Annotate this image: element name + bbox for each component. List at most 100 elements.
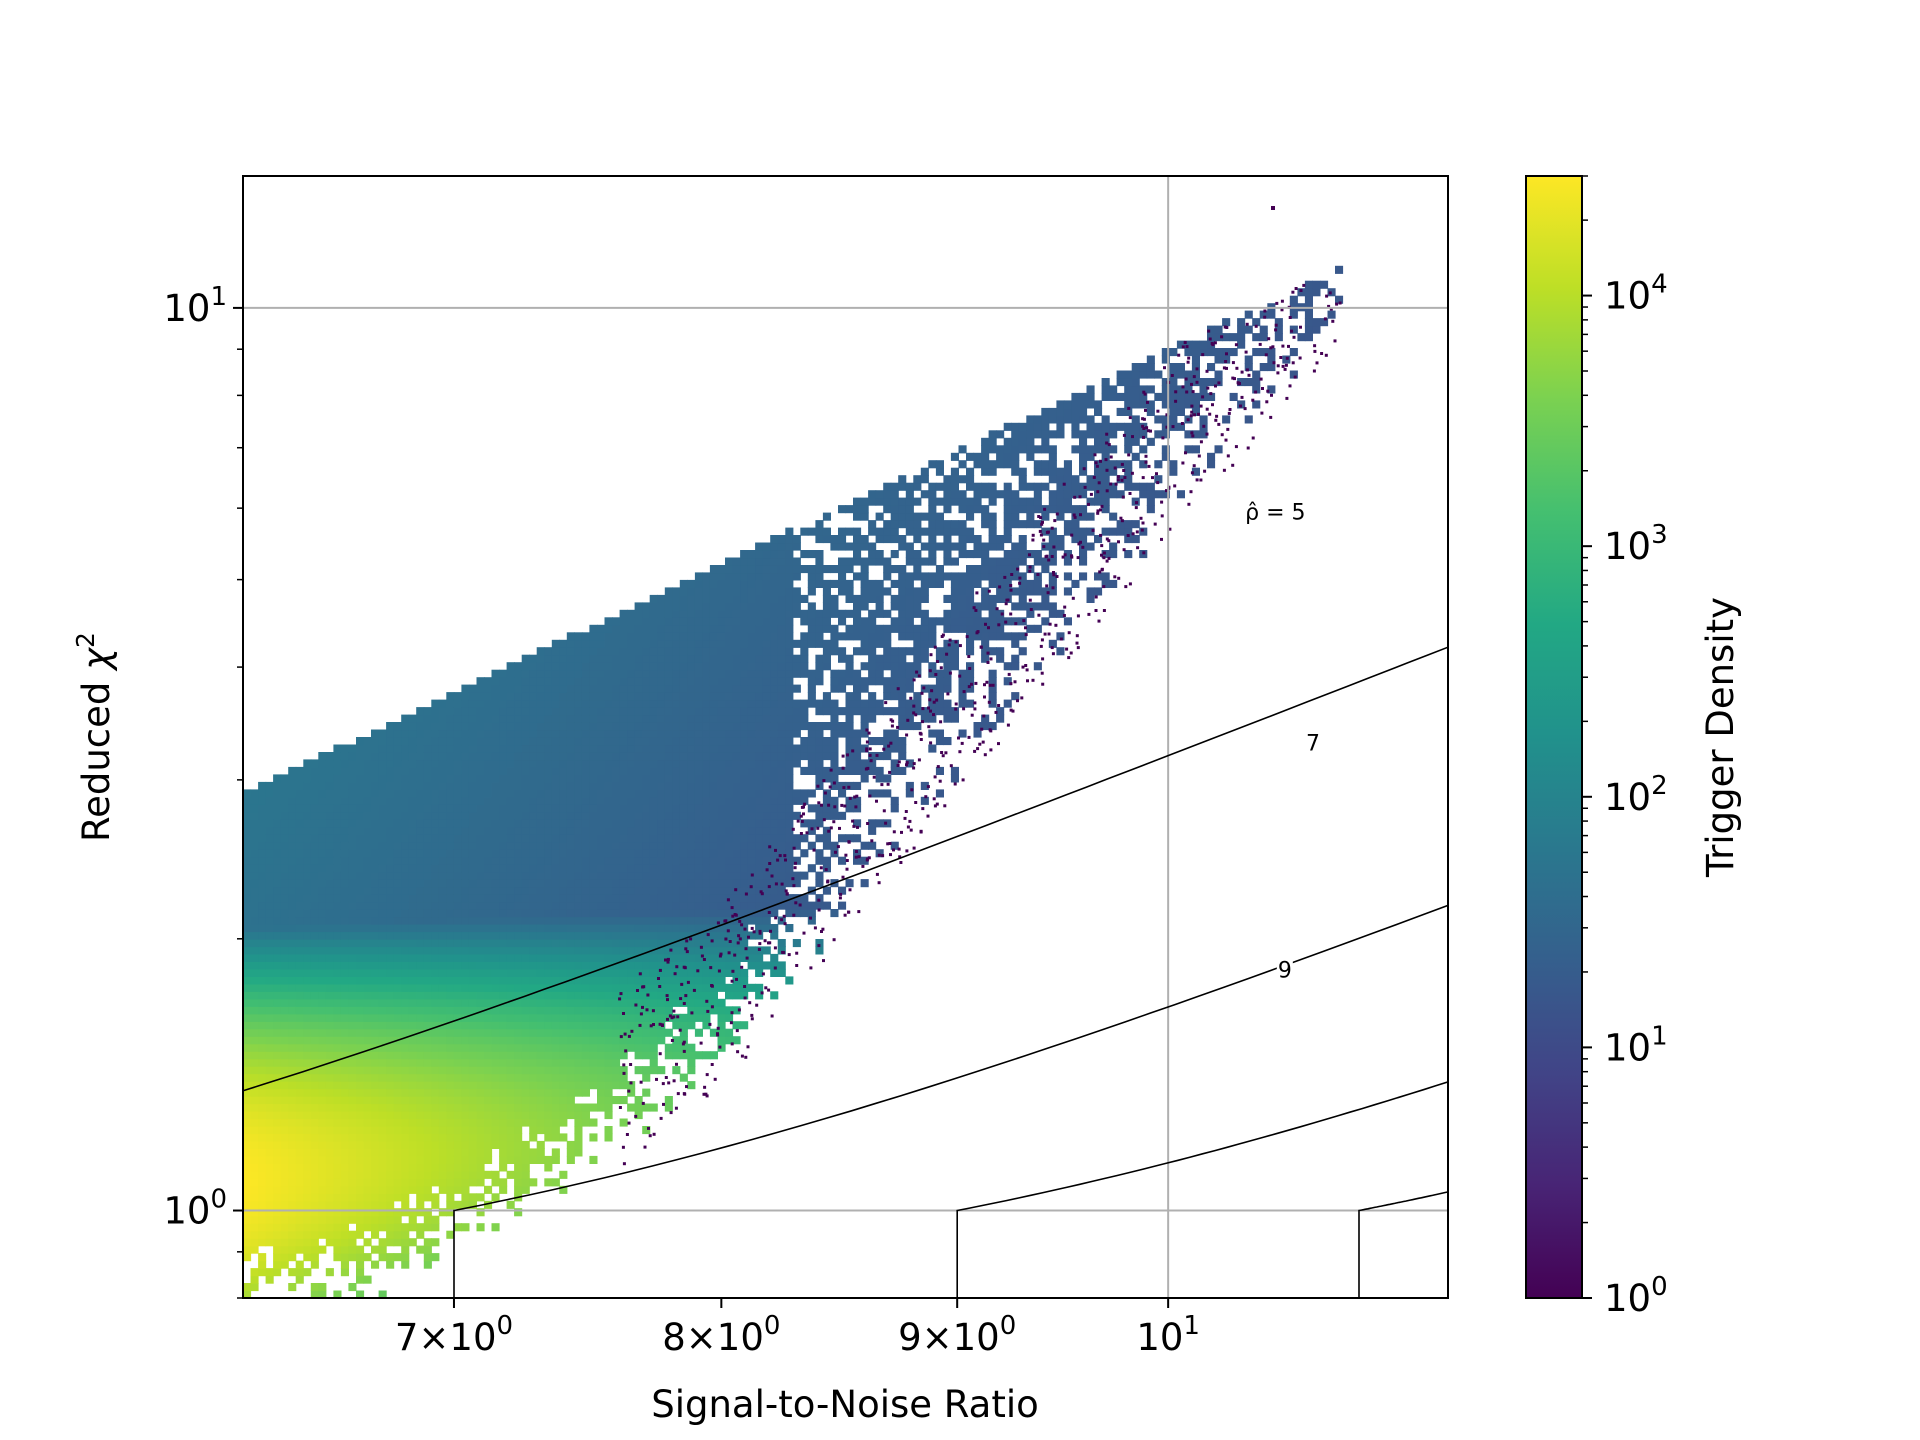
density-cell <box>468 1096 477 1105</box>
density-cell <box>431 991 440 1000</box>
density-cell <box>604 991 613 1000</box>
density-cell <box>363 1170 372 1179</box>
density-cell <box>356 879 365 888</box>
density-cell <box>499 1126 508 1135</box>
density-cell <box>649 1013 658 1022</box>
density-cell <box>356 953 365 962</box>
density-cell <box>514 714 523 723</box>
density-cell <box>250 1066 259 1075</box>
density-cell <box>747 737 756 746</box>
density-cell <box>476 1170 485 1179</box>
density-cell <box>423 894 432 903</box>
density-cell <box>340 1178 349 1187</box>
density-cell <box>702 856 711 865</box>
density-cell <box>386 1155 395 1164</box>
density-cell <box>709 632 718 641</box>
density-cell <box>506 1140 515 1149</box>
density-cell <box>461 1058 470 1067</box>
density-cell <box>514 1170 523 1179</box>
density-cell <box>393 924 402 933</box>
density-cell <box>589 639 598 648</box>
density-cell <box>725 557 734 566</box>
density-cell <box>453 901 462 910</box>
density-cell <box>476 841 485 850</box>
density-cell <box>288 1103 297 1112</box>
density-cell <box>762 894 771 903</box>
density-cell <box>664 841 673 850</box>
density-cell <box>785 669 794 678</box>
density-cell <box>529 699 538 708</box>
density-cell <box>273 886 282 895</box>
density-cell <box>589 624 598 633</box>
density-cell <box>822 737 831 746</box>
density-cell <box>762 737 771 746</box>
density-cell <box>423 1253 432 1262</box>
density-cell <box>333 1096 342 1105</box>
density-cell <box>581 819 590 828</box>
density-cell <box>627 677 636 686</box>
density-cell <box>476 894 485 903</box>
density-cell <box>551 669 560 678</box>
density-cell <box>514 796 523 805</box>
density-cell <box>725 662 734 671</box>
density-cell <box>687 1021 696 1030</box>
density-cell <box>295 886 304 895</box>
density-cell <box>378 1155 387 1164</box>
density-cell <box>694 916 703 925</box>
density-cell <box>679 781 688 790</box>
density-cell <box>619 864 628 873</box>
density-cell <box>273 841 282 850</box>
density-cell <box>280 1200 289 1209</box>
density-cell <box>815 565 824 574</box>
density-cell <box>325 1268 334 1277</box>
density-cell <box>356 1155 365 1164</box>
density-cell <box>566 953 575 962</box>
density-cell <box>468 961 477 970</box>
density-cell <box>288 841 297 850</box>
density-cell <box>258 1111 267 1120</box>
density-cell <box>303 781 312 790</box>
density-cell <box>529 759 538 768</box>
density-cell <box>815 871 824 880</box>
density-cell <box>468 826 477 835</box>
density-cell <box>566 1058 575 1067</box>
density-cell <box>581 796 590 805</box>
density-cell <box>468 991 477 1000</box>
density-cell <box>423 864 432 873</box>
density-cell <box>340 819 349 828</box>
density-cell <box>295 1200 304 1209</box>
density-cell <box>288 1200 297 1209</box>
density-cell <box>356 909 365 918</box>
density-cell <box>521 752 530 761</box>
density-cell <box>642 864 651 873</box>
density-cell <box>785 609 794 618</box>
density-cell <box>649 752 658 761</box>
density-cell <box>476 1193 485 1202</box>
density-cell <box>770 752 779 761</box>
density-cell <box>348 946 357 955</box>
density-cell <box>566 894 575 903</box>
density-cell <box>604 1028 613 1037</box>
density-cell <box>476 789 485 798</box>
density-cell <box>740 714 749 723</box>
density-cell <box>687 916 696 925</box>
density-cell <box>657 931 666 940</box>
density-cell <box>356 1200 365 1209</box>
density-cell <box>499 744 508 753</box>
density-cell <box>717 976 726 985</box>
density-cell <box>597 886 606 895</box>
density-cell <box>371 1028 380 1037</box>
density-cell <box>566 841 575 850</box>
density-cell <box>627 826 636 835</box>
density-cell <box>348 811 357 820</box>
density-cell <box>325 1036 334 1045</box>
density-cell <box>740 774 749 783</box>
density-cell <box>536 916 545 925</box>
density-cell <box>581 692 590 701</box>
density-cell <box>484 684 493 693</box>
density-cell <box>725 1013 734 1022</box>
density-cell <box>755 587 764 596</box>
density-cell <box>499 1096 508 1105</box>
density-cell <box>642 796 651 805</box>
density-cell <box>559 841 568 850</box>
